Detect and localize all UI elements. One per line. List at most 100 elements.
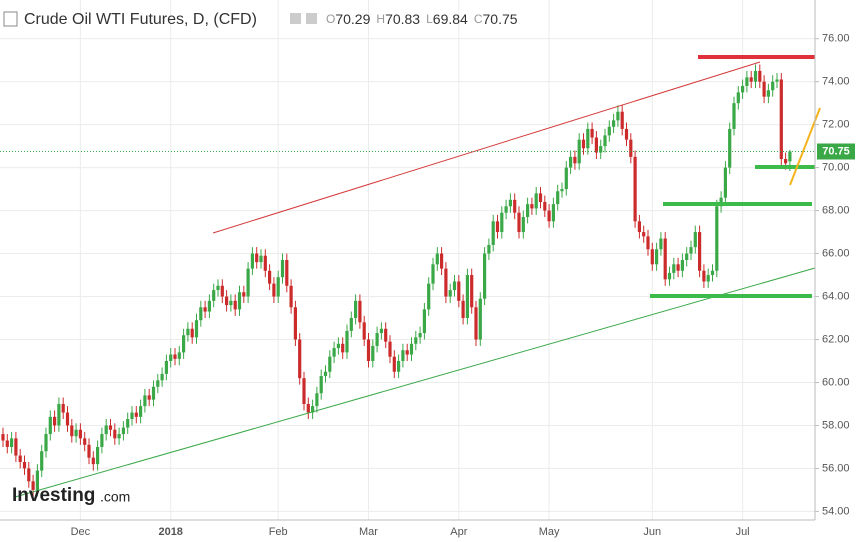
candle-body [306,403,310,413]
candle-body [255,253,259,263]
candle-body [513,199,517,213]
candle-body [173,354,177,359]
candle-body [435,253,439,265]
candle-body [246,268,250,297]
candle-body [685,253,689,260]
candle-body [642,232,646,237]
candle-body [762,81,766,97]
candle-body [723,167,727,198]
candle-body [22,461,27,469]
candle-body [250,253,254,269]
channel-bottom [14,267,816,498]
candle-body [556,191,560,205]
candle-body [431,264,435,284]
icon [306,13,317,24]
candle-body [91,457,95,465]
candle-body [371,345,375,361]
candle-body [139,406,143,417]
candle-body [212,290,216,301]
y-tick-label: 70.00 [822,162,850,174]
candle-body [624,128,629,140]
ohlc-header: O70.29 H70.83 L69.84 C70.75 [326,11,518,27]
candle-body [126,419,130,428]
x-tick-label: Dec [71,526,91,538]
candle-body [736,92,740,104]
candle-body [182,335,186,353]
candle-body [779,79,783,160]
candle-body [83,438,87,445]
candle-body [680,260,684,271]
candle-body [719,197,723,207]
candle-body [104,425,108,435]
candle-body [100,434,104,447]
candle-body [130,412,134,420]
candle-body [427,283,431,310]
candle-body [409,343,414,355]
candle-body [362,322,366,340]
candle-body [461,300,465,319]
candle-body [465,275,469,319]
candle-body [315,393,319,407]
candle-body [113,429,117,439]
candle-body [319,376,323,394]
y-tick-label: 62.00 [822,333,850,345]
candle-body [741,85,745,93]
candle-body [495,221,500,233]
candle-body [440,253,444,269]
candle-body [384,328,388,342]
candle-body [586,128,590,149]
candle-body [14,438,18,456]
candle-body [358,300,362,323]
candle-body [500,212,504,233]
candle-body [5,440,9,447]
candle-body [96,446,100,465]
candle-body [521,217,525,233]
candle-body [422,309,426,334]
y-tick-label: 72.00 [822,119,850,131]
candle-body [706,275,710,282]
candle-body [775,79,779,82]
candle-body [332,348,336,357]
candle-body [268,270,272,284]
candle-body [121,427,125,435]
candle-body [444,268,448,297]
candle-body [328,356,332,372]
candle-body [225,296,229,306]
candle-body [693,232,697,248]
candle-body [311,406,315,413]
candle-body [31,481,35,490]
x-tick-label: Jun [643,526,661,538]
candle-body [491,221,495,245]
candle-body [263,255,267,271]
candle-body [35,470,39,490]
candle-body [397,360,401,372]
candle-body [637,221,641,233]
candle-body [237,292,242,310]
candle-body [207,300,211,312]
candle-body [74,429,78,437]
candle-body [156,380,160,387]
candle-body [728,128,732,168]
candle-body [616,111,620,121]
candle-body [448,290,452,297]
candle-body [405,350,409,355]
candle-body [745,77,749,86]
candle-body [715,206,719,271]
candle-body [633,156,637,222]
candle-body [341,343,345,353]
candle-body [233,300,237,310]
candle-body [732,103,736,129]
candle-body [590,128,594,138]
candle-body [663,238,667,280]
candle-body [766,90,770,97]
candle-body [508,199,512,207]
candle-body [48,416,52,435]
candle-body [710,270,715,276]
y-tick-label: 56.00 [822,462,850,474]
candle-body [65,412,70,426]
candle-body [194,320,199,338]
candle-body [242,292,246,297]
chart-title: Crude Oil WTI Futures, D, (CFD) [24,11,257,28]
